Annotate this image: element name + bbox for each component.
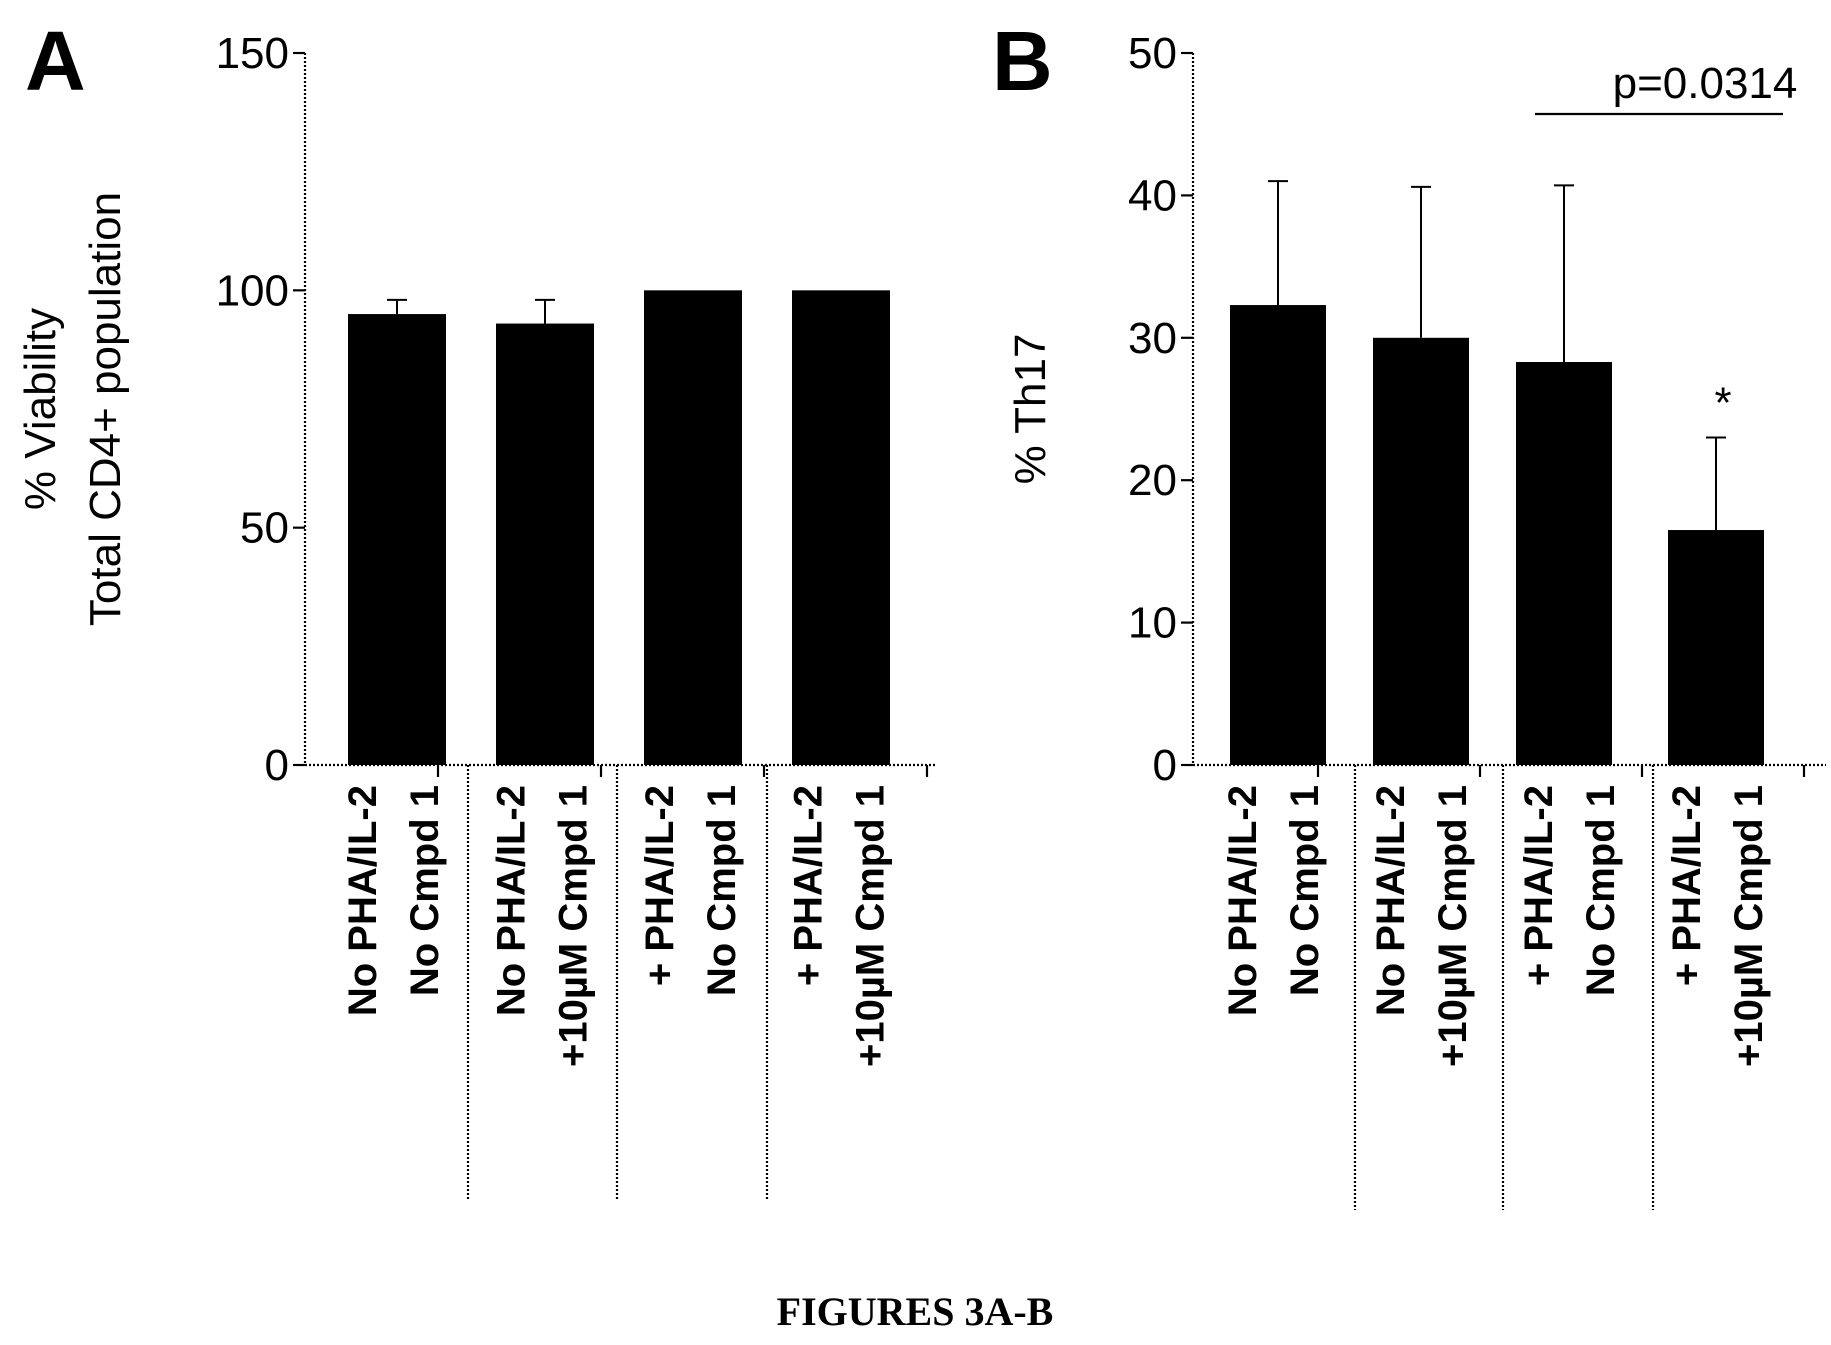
x-category-label: + PHA/IL-2 — [1517, 785, 1561, 986]
y-tick-label: 20 — [1128, 456, 1177, 505]
x-category-label: + PHA/IL-2 — [638, 785, 682, 986]
x-category-label: No PHA/IL-2 — [1221, 785, 1265, 1016]
bar — [348, 314, 446, 765]
bar — [1230, 305, 1326, 765]
x-category-label: +10µM Cmpd 1 — [552, 785, 596, 1067]
x-category-label: No Cmpd 1 — [1283, 785, 1327, 996]
significance-asterisk: * — [1714, 378, 1731, 427]
x-category-label: + PHA/IL-2 — [1665, 785, 1709, 986]
bar — [1668, 530, 1764, 765]
y-tick-label: 150 — [216, 29, 289, 78]
y-axis-label: % Viability — [16, 308, 65, 510]
panel-letter: A — [25, 14, 86, 108]
x-category-label: +10µM Cmpd 1 — [849, 785, 893, 1067]
x-category-label: No Cmpd 1 — [403, 785, 447, 996]
x-category-label: No Cmpd 1 — [1579, 785, 1623, 996]
figure-caption: FIGURES 3A-B — [777, 1289, 1054, 1334]
x-category-label: No PHA/IL-2 — [1369, 785, 1413, 1016]
y-tick-label: 10 — [1128, 599, 1177, 648]
panel-letter: B — [992, 14, 1053, 108]
x-category-label: +10µM Cmpd 1 — [1727, 785, 1771, 1067]
bar — [644, 290, 742, 765]
x-category-label: No PHA/IL-2 — [490, 785, 534, 1016]
bar — [1516, 362, 1612, 765]
bar — [496, 323, 594, 765]
x-category-label: No PHA/IL-2 — [341, 785, 385, 1016]
y-axis-label: Total CD4+ population — [81, 192, 130, 626]
panel-b: B 0 10 20 30 40 50 % Th17 No PHA/IL-2 No Cmpd 1 No… — [992, 14, 1826, 1210]
bar — [1373, 337, 1469, 765]
y-tick-label: 0 — [265, 741, 289, 790]
y-tick-label: 40 — [1128, 171, 1177, 220]
x-category-label: + PHA/IL-2 — [787, 785, 831, 986]
panel-a: A 0 50 100 150 % Viability Total CD4+ populati… — [16, 14, 936, 1200]
y-tick-label: 30 — [1128, 314, 1177, 363]
y-tick-label: 50 — [240, 504, 289, 553]
bar — [792, 290, 890, 765]
y-tick-label: 50 — [1128, 29, 1177, 78]
x-category-label: No Cmpd 1 — [700, 785, 744, 996]
y-tick-label: 0 — [1153, 741, 1177, 790]
p-value-annotation: p=0.0314 — [1613, 59, 1798, 108]
y-tick-label: 100 — [216, 266, 289, 315]
y-axis-label: % Th17 — [1006, 334, 1055, 485]
x-category-label: +10µM Cmpd 1 — [1431, 785, 1475, 1067]
